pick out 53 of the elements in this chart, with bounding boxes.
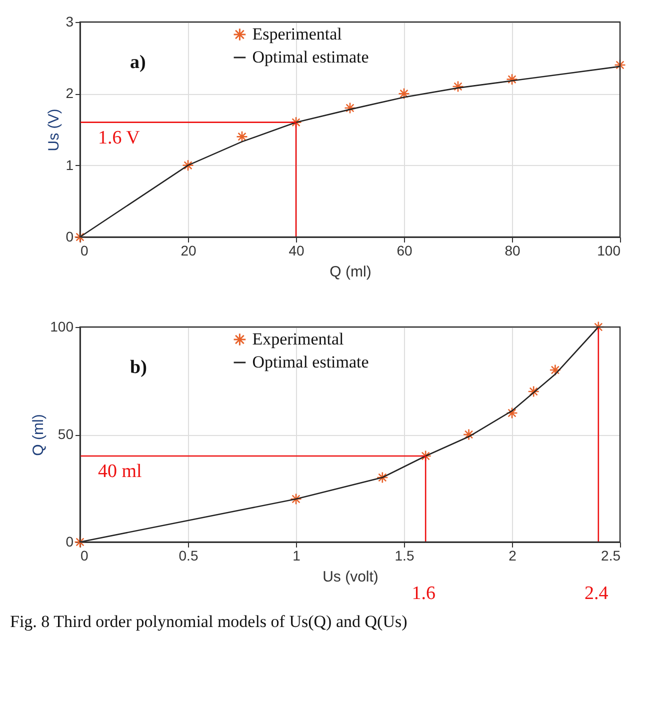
point [528, 386, 540, 398]
x-tick-label: 0 [80, 242, 88, 258]
annotation: a) [130, 52, 146, 73]
y-axis-title: Q (ml) [30, 414, 48, 456]
y-tick-label: 1 [66, 156, 74, 173]
point [344, 102, 356, 114]
point [549, 364, 562, 376]
legend-label: Experimental [252, 330, 344, 348]
ref-line-label: 1.6 [412, 583, 436, 604]
point [506, 407, 518, 419]
point [182, 159, 194, 172]
x-tick-label: 2 [508, 548, 517, 564]
point [74, 231, 86, 243]
point [452, 80, 464, 92]
y-tick-label: 50 [58, 426, 74, 442]
y-tick-label: 0 [66, 228, 74, 244]
y-tick-label: 100 [50, 318, 74, 334]
x-tick-label: 60 [396, 242, 412, 258]
ref-line-label: 2.4 [584, 583, 609, 604]
point [592, 321, 604, 333]
point [74, 536, 86, 548]
ref-line-label: 1.6 V [98, 127, 140, 148]
point [290, 116, 302, 128]
x-tick-label: 40 [288, 242, 304, 258]
ref-line-label: 40 ml [98, 461, 142, 482]
point [398, 88, 410, 100]
x-tick-label: 1 [292, 548, 301, 564]
x-tick-label: 0.5 [178, 548, 198, 564]
legend-label: Optimal estimate [252, 48, 369, 66]
legend-label: Optimal estimate [252, 352, 369, 372]
point [506, 73, 518, 86]
x-tick-label: 0 [80, 548, 88, 564]
point [614, 59, 626, 71]
y-tick-label: 3 [66, 14, 74, 30]
point [236, 130, 248, 143]
point [290, 493, 302, 505]
x-tick-label: 80 [504, 242, 520, 258]
x-tick-label: 1.5 [394, 548, 414, 564]
caption: Fig. 8 Third order polynomial models of Us(Q) and Q(Us) [10, 612, 408, 631]
x-axis-title: Us (volt) [322, 568, 378, 586]
legend-label: Esperimental [252, 24, 342, 44]
y-axis-title: Us (V) [46, 108, 63, 152]
y-tick-label: 2 [66, 85, 74, 102]
x-tick-label: 100 [597, 242, 621, 258]
point [462, 428, 475, 440]
line-series [79, 326, 600, 543]
x-axis-title: Q (ml) [330, 264, 372, 280]
point [420, 450, 432, 462]
x-tick-label: 20 [180, 242, 196, 258]
point [376, 472, 388, 484]
x-tick-label: 2.5 [601, 548, 621, 564]
annotation: b) [130, 357, 147, 378]
y-tick-label: 0 [66, 534, 74, 550]
